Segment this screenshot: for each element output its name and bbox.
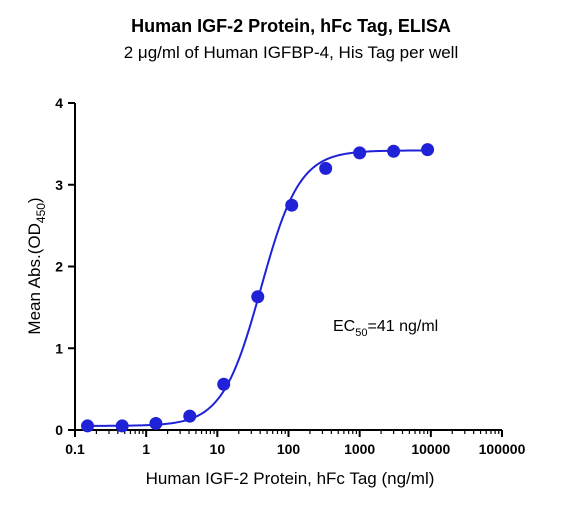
y-axis-label: Mean Abs.(OD450) <box>25 197 48 334</box>
x-axis-label: Human IGF-2 Protein, hFc Tag (ng/ml) <box>146 469 435 488</box>
data-point <box>217 377 231 391</box>
data-point <box>251 290 265 304</box>
x-tick-label: 0.1 <box>65 441 85 457</box>
data-point <box>183 409 197 423</box>
fit-curve <box>87 149 428 427</box>
data-point <box>285 198 299 212</box>
data-point <box>421 143 435 157</box>
data-point <box>319 161 333 175</box>
x-axis: 0.1 1 10 100 1000 10000 100000 <box>65 429 526 457</box>
data-point <box>149 416 163 430</box>
y-tick-label: 3 <box>55 177 63 193</box>
x-tick-label: 1000 <box>344 441 375 457</box>
data-point <box>353 146 367 160</box>
x-tick-label: 1 <box>142 441 150 457</box>
x-tick-label: 100 <box>277 441 301 457</box>
chart-subtitle: 2 μg/ml of Human IGFBP-4, His Tag per we… <box>124 43 459 62</box>
y-axis: 0 1 2 3 4 <box>55 95 76 438</box>
data-point <box>115 419 129 433</box>
data-point <box>81 419 95 433</box>
y-tick-label: 1 <box>55 340 63 356</box>
chart-title: Human IGF-2 Protein, hFc Tag, ELISA <box>131 16 451 36</box>
data-points <box>81 143 435 433</box>
x-tick-label: 10 <box>210 441 226 457</box>
ec50-annotation: EC50=41 ng/ml <box>333 318 438 339</box>
data-point <box>387 144 401 158</box>
x-tick-label: 100000 <box>479 441 526 457</box>
y-tick-label: 4 <box>55 95 63 111</box>
y-tick-label: 0 <box>55 422 63 438</box>
y-tick-label: 2 <box>55 259 63 275</box>
x-tick-label: 10000 <box>411 441 450 457</box>
